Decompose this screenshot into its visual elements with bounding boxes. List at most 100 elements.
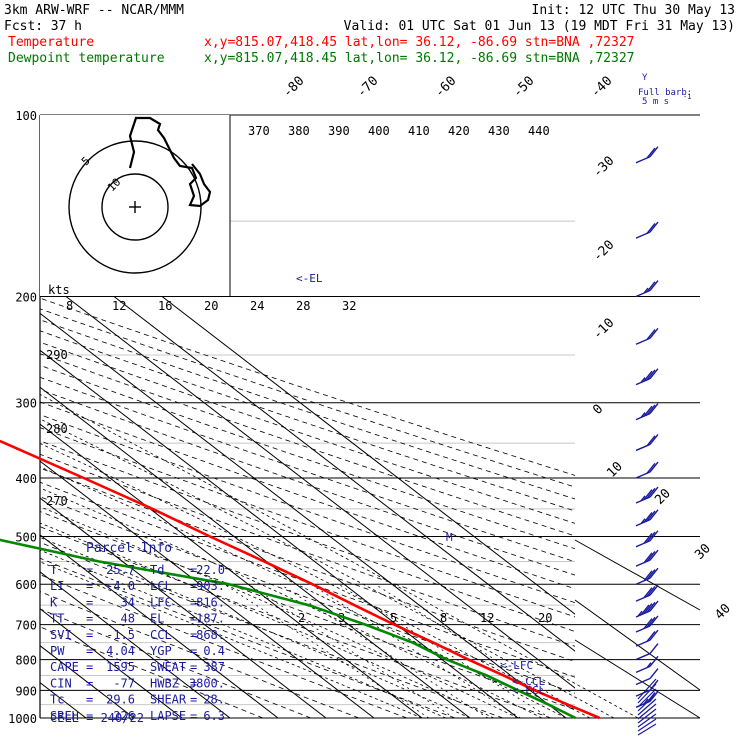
barb-legend-exponent: -1 bbox=[683, 93, 691, 101]
pressure-label: 500 bbox=[15, 530, 37, 544]
wind-barb bbox=[635, 549, 659, 567]
legend-temperature-label: Temperature bbox=[8, 35, 94, 50]
hodo-ring-outer bbox=[68, 140, 202, 274]
mixing-ratio-label: 8 bbox=[440, 611, 447, 625]
parcel-label-right: HWBZ bbox=[150, 676, 179, 690]
barb-flag bbox=[649, 221, 659, 233]
parcel-value-right: 816. bbox=[196, 595, 225, 609]
barb-half bbox=[640, 518, 646, 525]
parcel-value-left: -1.5 bbox=[106, 628, 135, 642]
barb-flag bbox=[649, 567, 659, 579]
barb-half bbox=[640, 412, 646, 418]
barb-flag bbox=[649, 549, 659, 561]
hodo-units: kts bbox=[48, 283, 70, 297]
wind-barb bbox=[635, 668, 659, 686]
barb-surface bbox=[637, 723, 657, 736]
parcel-label-left: CAPE bbox=[50, 660, 79, 674]
barb-flag bbox=[643, 405, 653, 417]
parcel-eq: = bbox=[86, 563, 93, 577]
parcel-value-left: 34 bbox=[121, 595, 135, 609]
barb-flag bbox=[649, 368, 659, 380]
theta-label: 440 bbox=[528, 124, 550, 138]
grid-clip bbox=[40, 201, 575, 718]
dry-adiabat bbox=[40, 511, 575, 711]
parcel-eq: = bbox=[86, 595, 93, 609]
dewpoint-line bbox=[0, 538, 577, 720]
mixing-ratio-label: 5 bbox=[390, 611, 397, 625]
barb-legend-value: 5 m s bbox=[642, 97, 669, 107]
barb-flag bbox=[646, 404, 656, 416]
dry-adiabat bbox=[40, 414, 575, 604]
parcel-value-right: 0.4 bbox=[203, 644, 225, 658]
parcel-value-right: 28. bbox=[203, 693, 225, 707]
parcel-value-left: 1595 bbox=[106, 660, 135, 674]
hodo-axis-label: 24 bbox=[250, 299, 264, 313]
barb-flag bbox=[643, 532, 653, 544]
parcel-label-right: YGP bbox=[150, 644, 172, 658]
barb-flag bbox=[646, 551, 656, 562]
barb-flag bbox=[646, 369, 656, 381]
parcel-value-left: 226 bbox=[113, 709, 135, 723]
parcel-value-left: 25.7 bbox=[106, 563, 135, 577]
parcel-value-right: 903. bbox=[196, 579, 225, 593]
barb-flag bbox=[649, 280, 659, 291]
parcel-label-right: LFC bbox=[150, 595, 172, 609]
barb-flag bbox=[646, 531, 656, 543]
barb-surface bbox=[637, 693, 657, 712]
pressure-label: 600 bbox=[15, 578, 37, 592]
theta-label: 370 bbox=[248, 124, 270, 138]
isotherm bbox=[40, 423, 423, 718]
barb-surface bbox=[637, 688, 657, 708]
parcel-label-left: TT bbox=[50, 612, 64, 626]
mixing-ratio-label: 3 bbox=[338, 611, 345, 625]
parcel-value-right: 22.0 bbox=[196, 563, 225, 577]
barb-surface bbox=[637, 718, 657, 732]
dry-adiabat bbox=[40, 557, 456, 718]
hodo-axis-label: 32 bbox=[342, 299, 356, 313]
pressure-label: 100 bbox=[15, 109, 37, 123]
isotherm bbox=[40, 534, 279, 718]
barb-flag bbox=[646, 462, 656, 474]
barb-staff bbox=[635, 652, 651, 661]
barb-flag bbox=[646, 281, 656, 293]
wind-barb bbox=[635, 655, 659, 673]
theta-label: 380 bbox=[288, 124, 310, 138]
hodo-axis-label: 12 bbox=[112, 299, 126, 313]
dry-adiabat bbox=[40, 297, 575, 476]
temperature-line bbox=[0, 439, 601, 720]
hodo-axis-label: 28 bbox=[296, 299, 310, 313]
barb-half bbox=[637, 610, 643, 617]
hodo-axis-label: 20 bbox=[204, 299, 218, 313]
parcel-eq: = bbox=[190, 676, 197, 690]
parcel-label-left: LI bbox=[50, 579, 64, 593]
barb-flag bbox=[646, 630, 656, 642]
barb-flag bbox=[643, 618, 653, 630]
legend-dewpoint-info: x,y=815.07,418.45 lat,lon= 36.12, -86.69… bbox=[204, 51, 634, 66]
isotherm bbox=[40, 460, 375, 718]
parcel-eq: = bbox=[190, 628, 197, 642]
parcel-value-right: 868. bbox=[196, 628, 225, 642]
mixing-ratio-label: 12 bbox=[480, 611, 494, 625]
parcel-eq: = bbox=[86, 644, 93, 658]
pressure-label: 700 bbox=[15, 619, 37, 633]
wind-barb bbox=[635, 600, 659, 618]
legend-temperature-info: x,y=815.07,418.45 lat,lon= 36.12, -86.69… bbox=[204, 35, 634, 50]
dry-adiabat bbox=[40, 496, 575, 694]
barb-surface bbox=[637, 703, 657, 720]
barb-flag bbox=[646, 616, 656, 628]
parcel-eq: = bbox=[190, 612, 197, 626]
parcel-eq: = bbox=[190, 660, 197, 674]
legend-dewpoint-label: Dewpoint temperature bbox=[8, 51, 165, 66]
parcel-eq: = bbox=[86, 579, 93, 593]
lcl-marker: <-LCL bbox=[512, 684, 545, 697]
barb-flag bbox=[643, 552, 653, 564]
barb-flag bbox=[649, 600, 659, 612]
dry-adiabat bbox=[40, 467, 575, 663]
barb-flag bbox=[649, 486, 659, 498]
parcel-cell: CELL = 240/22 bbox=[50, 711, 144, 725]
dry-adiabat bbox=[40, 591, 360, 718]
ccl-marker: <-CCL bbox=[512, 675, 545, 688]
pressure-label: 900 bbox=[15, 684, 37, 698]
isotherm bbox=[40, 571, 231, 718]
